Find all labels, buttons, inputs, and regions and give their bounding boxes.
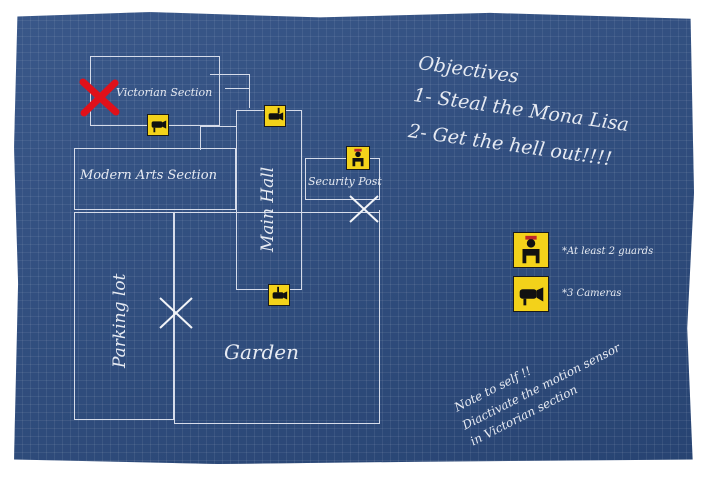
blueprint-paper: [14, 12, 694, 464]
main-hall-label: Main Hall: [258, 166, 278, 252]
security-post-room: [305, 158, 380, 200]
garden-label: Garden: [224, 340, 299, 364]
modern-arts-connector: [200, 126, 236, 150]
guard-icon: [513, 232, 549, 268]
modern-arts-section-label: Modern Arts Section: [80, 168, 217, 183]
white-x-mark-security: [349, 195, 379, 223]
security-post-label: Security Post: [308, 175, 382, 188]
red-x-mark: [79, 78, 120, 117]
camera-icon: [147, 114, 169, 136]
garden-inner-line: [236, 210, 380, 214]
white-x-mark-garden: [159, 297, 193, 329]
garden-area: [174, 212, 380, 424]
guard-icon: [346, 146, 370, 170]
legend-cameras-text: *3 Cameras: [562, 288, 622, 299]
camera-icon: [264, 105, 286, 127]
modern-arts-section-room: [74, 148, 236, 210]
victorian-section-outline-3: [225, 88, 250, 108]
victorian-section-label: Victorian Section: [116, 86, 213, 99]
legend-guards-text: *At least 2 guards: [562, 246, 654, 257]
parking-lot-label: Parking lot: [110, 273, 130, 368]
camera-icon: [268, 284, 290, 306]
camera-icon: [513, 276, 549, 312]
